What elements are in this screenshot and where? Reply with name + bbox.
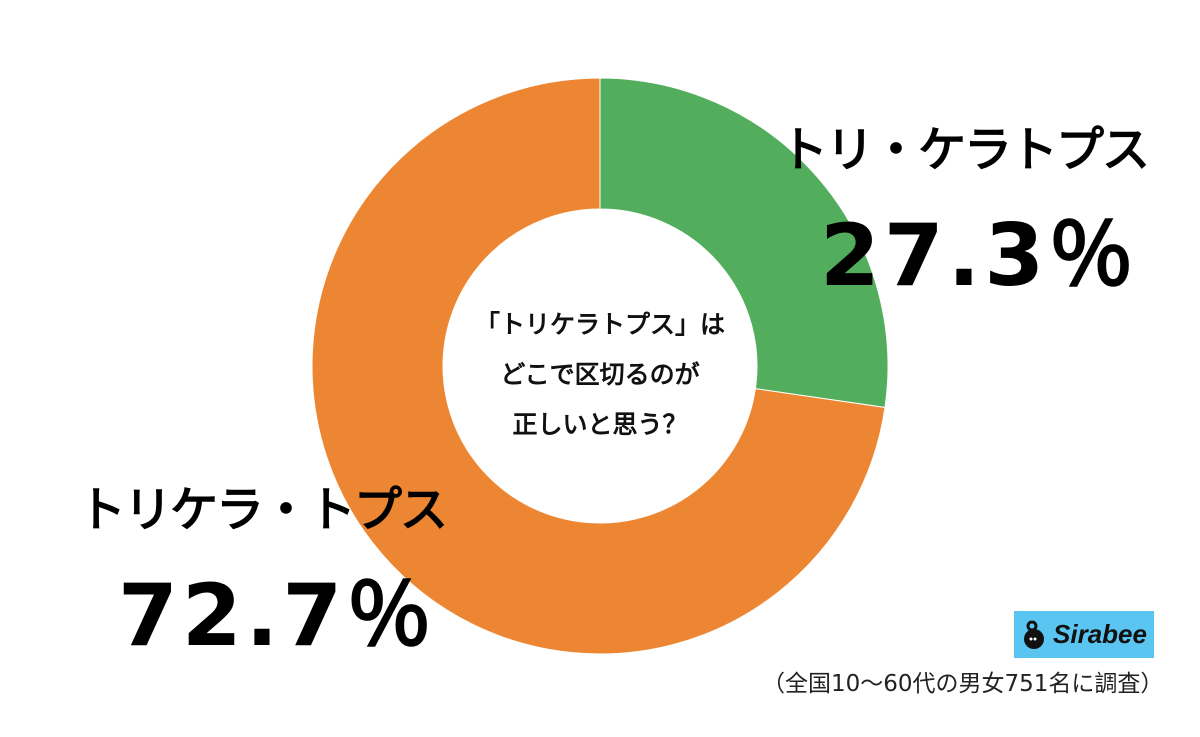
slice-value-torikera-topusu: 72.7％ [118,566,437,666]
slice-label-torikera-topusu: トリケラ・トプス [78,482,448,538]
slice-value-tori-keratopusu: 27.3％ [820,206,1139,306]
footnote: （全国10〜60代の男女751名に調査） [762,671,1164,697]
slice-label-tori-keratopusu: トリ・ケラトプス [780,122,1150,178]
logo-text: Sirabee [1053,619,1147,649]
title-line: 正しいと思う？ [512,410,688,439]
sirabee-logo: Sirabee [1014,611,1154,658]
donut-slice-1 [311,77,886,655]
title-line: どこで区切るのが [500,360,700,389]
donut-slice-0 [599,77,889,409]
sirabee-mascot-icon [1024,620,1045,649]
chart-title: 「トリケラトプス」は どこで区切るのが 正しいと思う？ [445,300,755,450]
title-line: 「トリケラトプス」は [474,310,725,339]
